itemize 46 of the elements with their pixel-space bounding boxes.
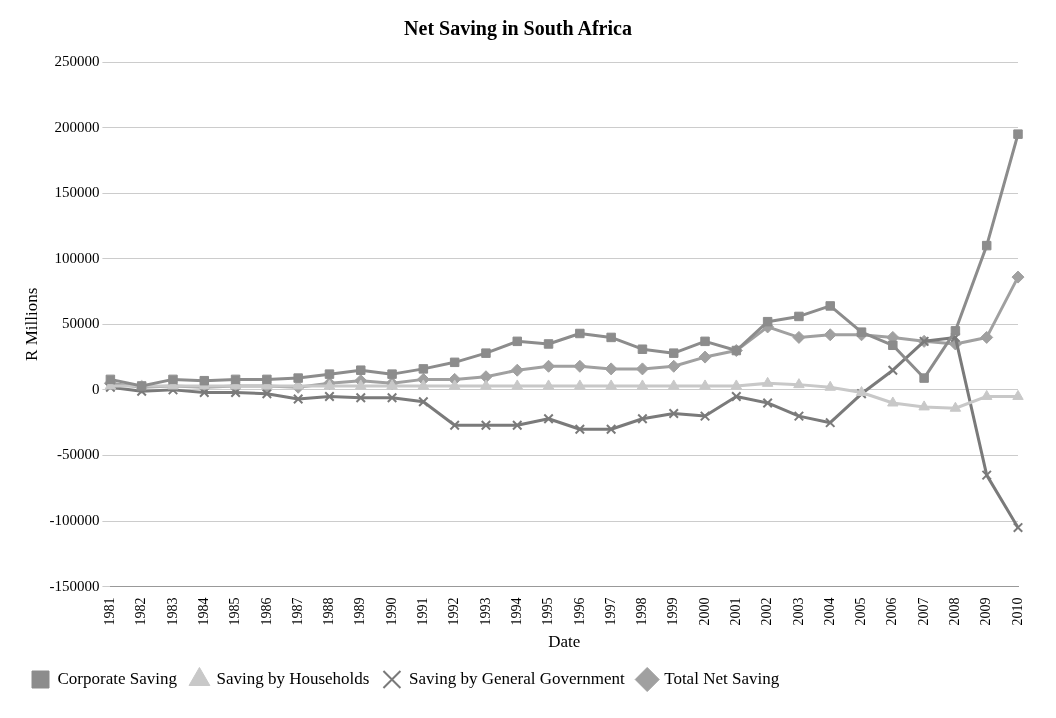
x-tick-label: 2009 xyxy=(978,597,994,626)
x-tick-label: 1997 xyxy=(602,597,618,626)
legend-label: Saving by General Government xyxy=(408,668,625,688)
x-tick-label: 1998 xyxy=(634,597,650,626)
legend-label: Corporate Saving xyxy=(57,668,178,688)
x-tick-label: 1992 xyxy=(446,597,462,626)
x-tick-label: 1996 xyxy=(571,597,587,626)
y-tick-label: 50000 xyxy=(61,315,100,332)
x-tick-label: 1984 xyxy=(195,597,211,626)
y-tick-label: 150000 xyxy=(54,184,100,201)
x-tick-label: 2008 xyxy=(947,597,963,626)
x-axis-title: Date xyxy=(548,632,581,652)
y-tick-label: 250000 xyxy=(54,52,100,69)
x-tick-label: 1983 xyxy=(164,597,180,626)
y-tick-label: 100000 xyxy=(54,249,100,266)
x-tick-label: 1991 xyxy=(415,597,431,626)
x-tick-label: 1981 xyxy=(102,597,118,626)
x-tick-label: 2010 xyxy=(1009,597,1025,626)
x-tick-label: 2005 xyxy=(853,597,869,626)
chart-title: Net Saving in South Africa xyxy=(404,17,632,41)
y-tick-label: -100000 xyxy=(49,511,100,528)
x-tick-label: 2004 xyxy=(821,597,837,626)
x-tick-label: 1985 xyxy=(227,597,243,626)
y-tick-label: 0 xyxy=(91,380,100,397)
x-tick-label: 2006 xyxy=(884,597,900,626)
x-tick-label: 1987 xyxy=(289,597,305,626)
x-tick-label: 2007 xyxy=(915,597,931,626)
x-tick-label: 1994 xyxy=(508,597,524,626)
legend-label: Saving by Households xyxy=(216,668,370,688)
y-tick-label: 200000 xyxy=(54,118,100,135)
x-tick-label: 2000 xyxy=(696,597,712,626)
x-tick-label: 1982 xyxy=(133,597,149,626)
x-tick-label: 1986 xyxy=(258,597,274,626)
y-tick-label: -50000 xyxy=(56,446,100,463)
x-tick-label: 2003 xyxy=(790,597,806,626)
x-tick-label: 1995 xyxy=(540,597,556,626)
x-tick-label: 2002 xyxy=(759,597,775,626)
y-axis-title: R Millions xyxy=(21,287,41,361)
x-tick-label: 1990 xyxy=(383,597,399,626)
legend-label: Total Net Saving xyxy=(664,668,780,688)
x-tick-label: 2001 xyxy=(728,597,743,626)
x-tick-label: 1993 xyxy=(477,597,493,626)
y-tick-label: -150000 xyxy=(49,577,100,594)
x-tick-label: 1989 xyxy=(352,597,368,626)
x-tick-label: 1999 xyxy=(665,597,681,626)
x-tick-label: 1988 xyxy=(321,597,337,626)
